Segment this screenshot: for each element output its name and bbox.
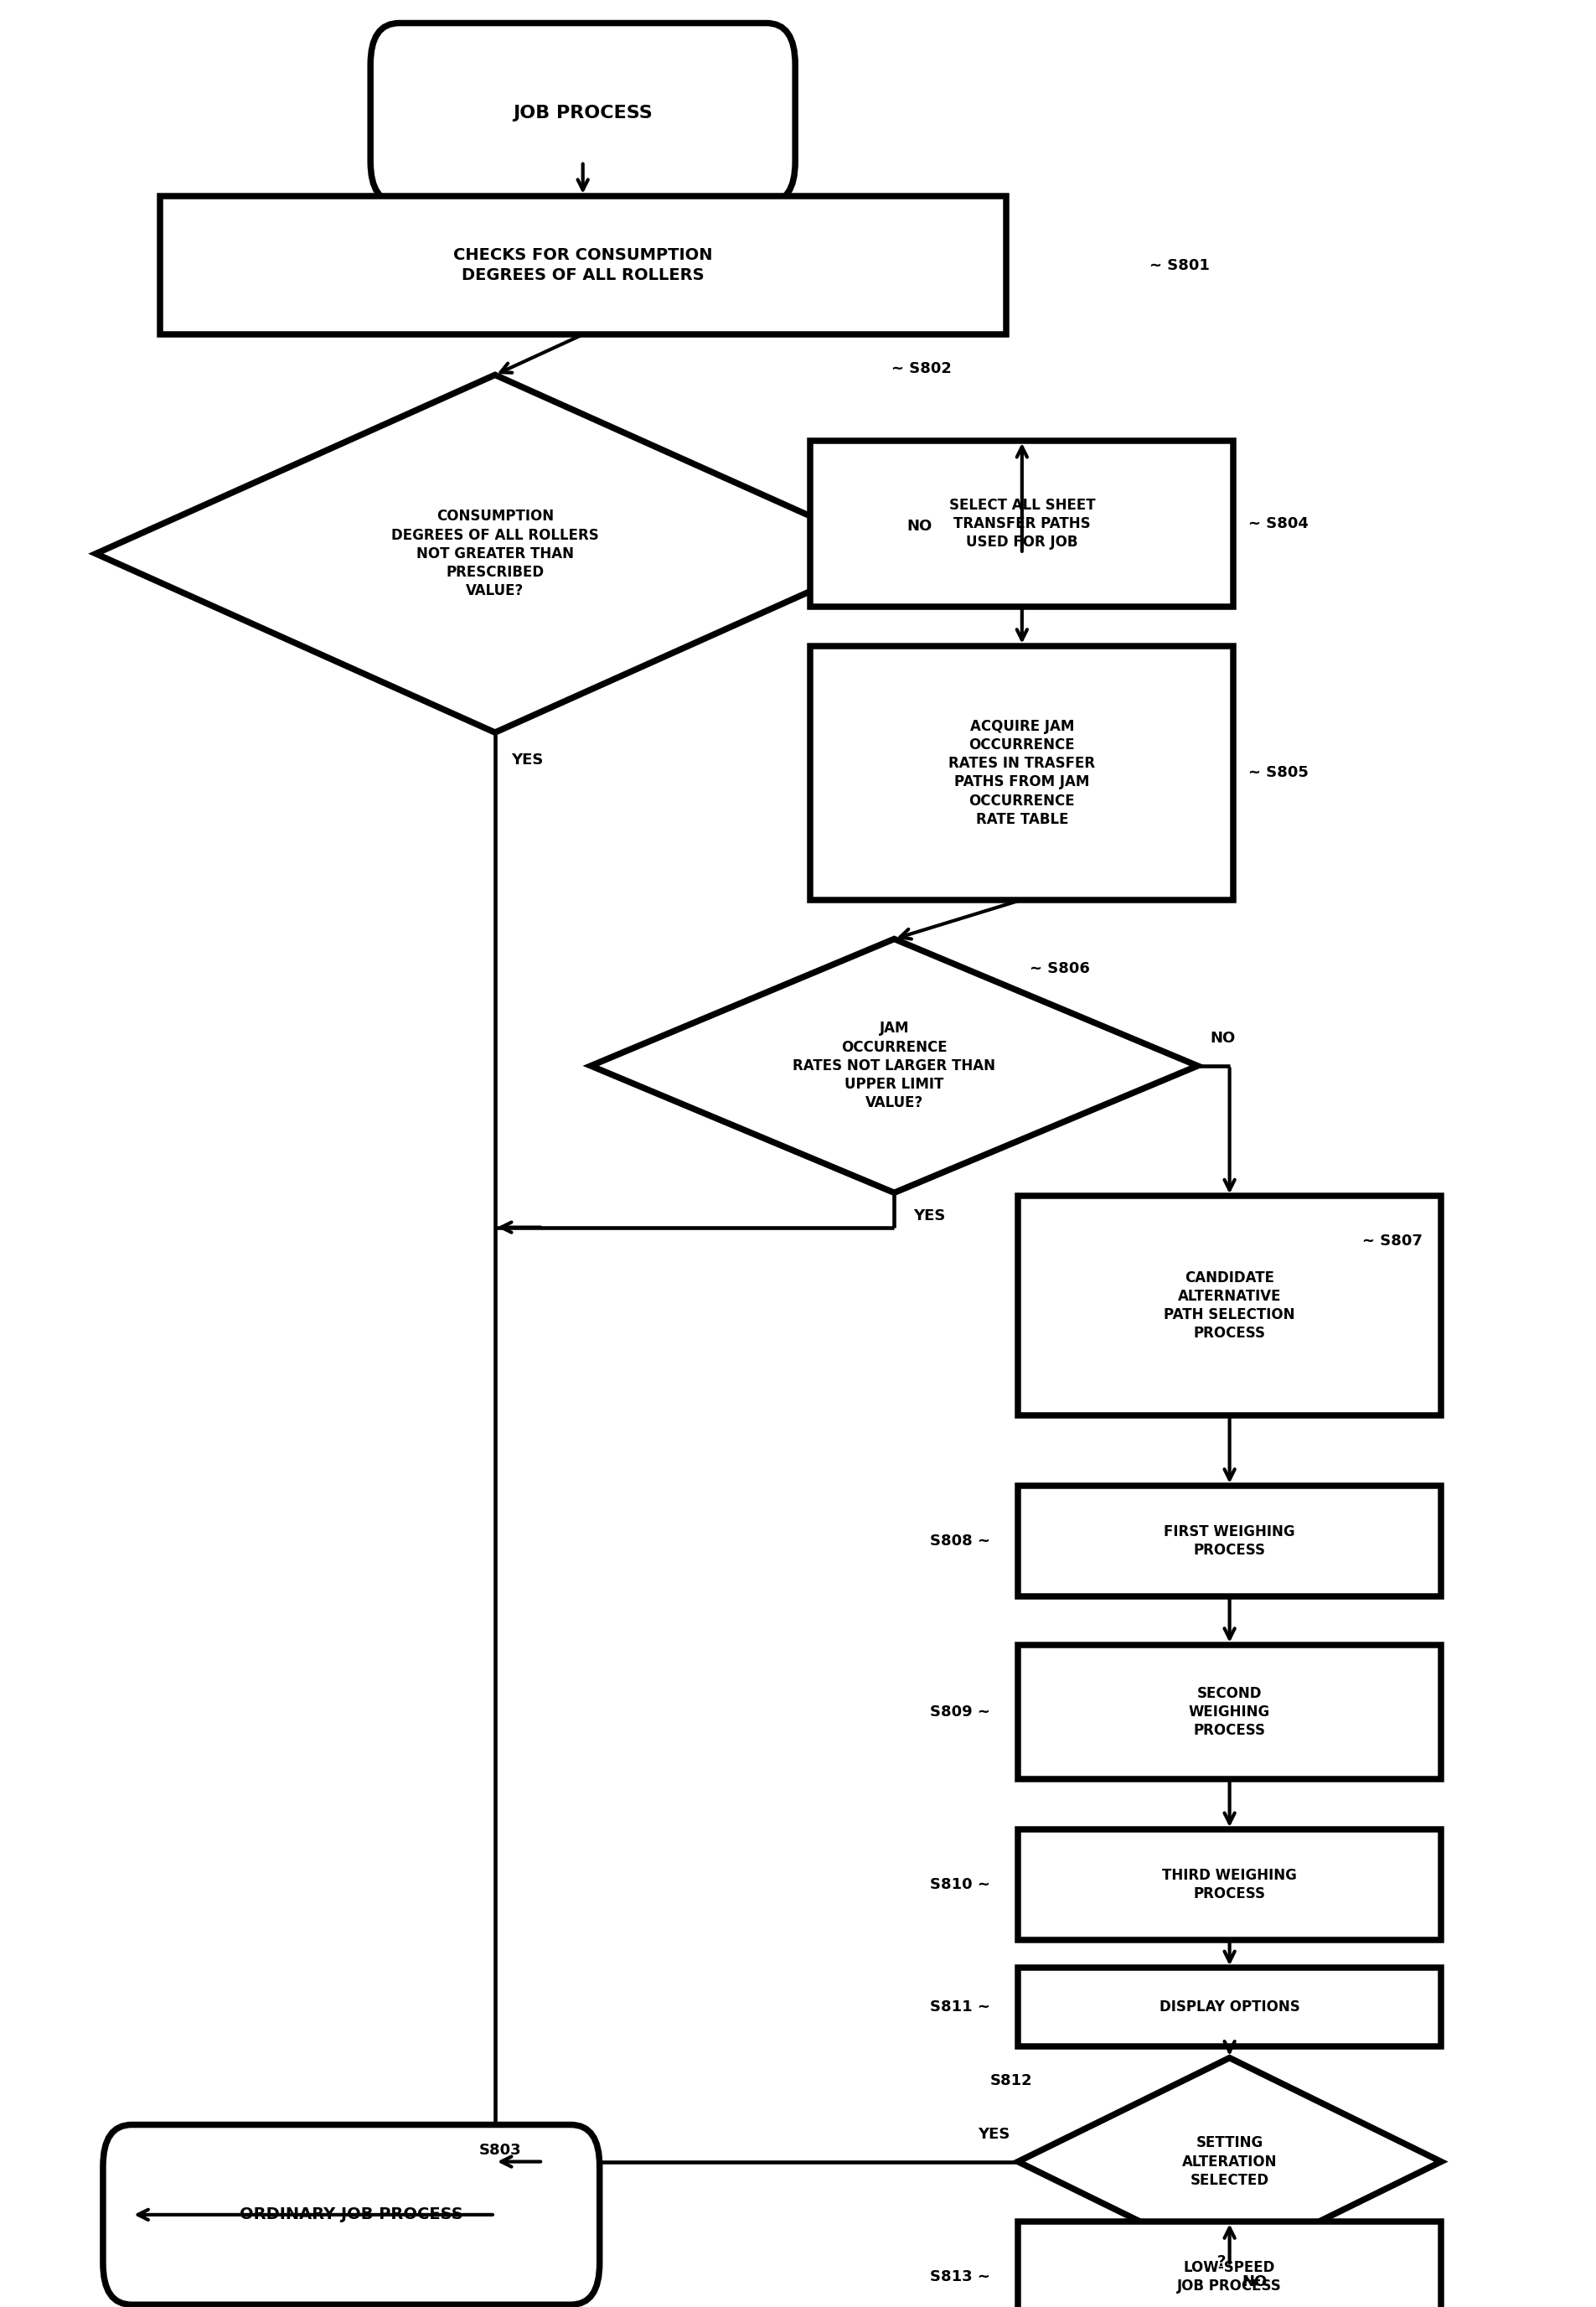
Polygon shape: [1018, 2058, 1440, 2265]
Text: SECOND
WEIGHING
PROCESS: SECOND WEIGHING PROCESS: [1187, 1686, 1270, 1737]
Text: NO: NO: [1210, 1031, 1235, 1045]
Text: LOW-SPEED
JOB PROCESS: LOW-SPEED JOB PROCESS: [1176, 2261, 1282, 2293]
Bar: [1018, 1486, 1440, 1596]
Text: JOB PROCESS: JOB PROCESS: [512, 104, 653, 122]
Text: CANDIDATE
ALTERNATIVE
PATH SELECTION
PROCESS: CANDIDATE ALTERNATIVE PATH SELECTION PRO…: [1163, 1271, 1294, 1340]
Text: ~ S802: ~ S802: [891, 362, 951, 376]
Bar: [1018, 1829, 1440, 1940]
Text: ~ S806: ~ S806: [1029, 962, 1090, 976]
Bar: [160, 196, 1005, 335]
Bar: [1018, 1645, 1440, 1779]
Text: ACQUIRE JAM
OCCURRENCE
RATES IN TRASFER
PATHS FROM JAM
OCCURRENCE
RATE TABLE: ACQUIRE JAM OCCURRENCE RATES IN TRASFER …: [948, 720, 1095, 826]
Text: SETTING
ALTERATION
SELECTED: SETTING ALTERATION SELECTED: [1181, 2136, 1277, 2187]
Bar: [1018, 2222, 1440, 2307]
Text: YES: YES: [511, 752, 543, 768]
Text: CHECKS FOR CONSUMPTION
DEGREES OF ALL ROLLERS: CHECKS FOR CONSUMPTION DEGREES OF ALL RO…: [453, 247, 712, 284]
Text: FIRST WEIGHING
PROCESS: FIRST WEIGHING PROCESS: [1163, 1525, 1294, 1557]
Bar: [1018, 1968, 1440, 2046]
Bar: [809, 646, 1232, 900]
Text: S813 ~: S813 ~: [929, 2270, 990, 2284]
Text: ~ S807: ~ S807: [1361, 1234, 1422, 1248]
Polygon shape: [96, 374, 894, 734]
Text: S808 ~: S808 ~: [929, 1534, 990, 1548]
Text: YES: YES: [913, 1209, 945, 1223]
Text: ?: ?: [1216, 2254, 1226, 2270]
Text: CONSUMPTION
DEGREES OF ALL ROLLERS
NOT GREATER THAN
PRESCRIBED
VALUE?: CONSUMPTION DEGREES OF ALL ROLLERS NOT G…: [391, 510, 598, 598]
Text: ~ S805: ~ S805: [1248, 766, 1309, 780]
FancyBboxPatch shape: [370, 23, 795, 203]
Text: ~ S801: ~ S801: [1149, 258, 1210, 272]
Text: THIRD WEIGHING
PROCESS: THIRD WEIGHING PROCESS: [1162, 1869, 1296, 1901]
Bar: [1018, 1195, 1440, 1414]
Text: JAM
OCCURRENCE
RATES NOT LARGER THAN
UPPER LIMIT
VALUE?: JAM OCCURRENCE RATES NOT LARGER THAN UPP…: [793, 1022, 994, 1110]
Text: ~ S804: ~ S804: [1248, 517, 1309, 531]
FancyBboxPatch shape: [102, 2125, 598, 2305]
Text: NO: NO: [907, 519, 932, 533]
Text: S809 ~: S809 ~: [929, 1705, 990, 1719]
Text: S810 ~: S810 ~: [929, 1878, 990, 1892]
Text: YES: YES: [977, 2127, 1009, 2141]
Text: ORDINARY JOB PROCESS: ORDINARY JOB PROCESS: [239, 2208, 463, 2222]
Text: S812: S812: [990, 2074, 1033, 2088]
Polygon shape: [591, 939, 1197, 1193]
Text: S803: S803: [479, 2143, 522, 2157]
Text: DISPLAY OPTIONS: DISPLAY OPTIONS: [1159, 2000, 1299, 2014]
Text: S811 ~: S811 ~: [929, 2000, 990, 2014]
Bar: [809, 441, 1232, 607]
Text: NO: NO: [1242, 2275, 1267, 2289]
Text: SELECT ALL SHEET
TRANSFER PATHS
USED FOR JOB: SELECT ALL SHEET TRANSFER PATHS USED FOR…: [948, 498, 1095, 549]
